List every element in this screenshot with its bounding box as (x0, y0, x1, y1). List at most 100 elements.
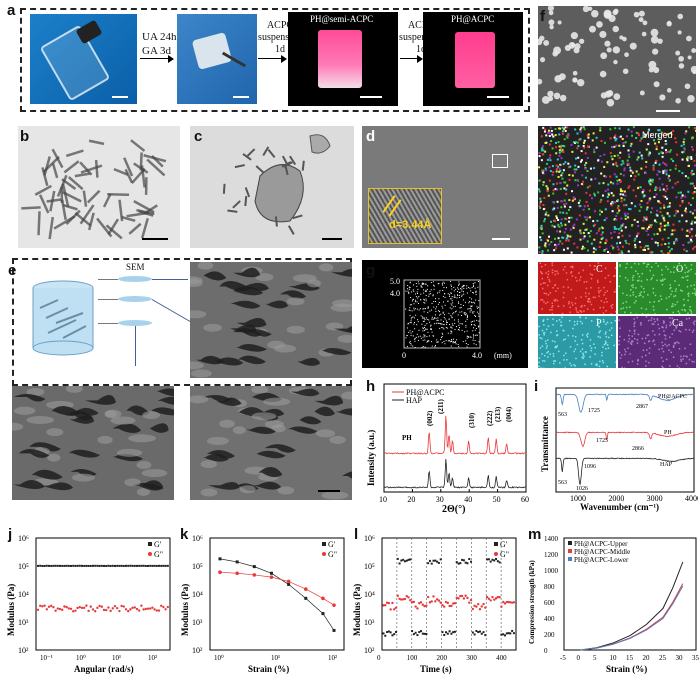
j-gprime-point (133, 564, 136, 567)
j-gprime-point (59, 564, 61, 567)
l-gdouble-point (482, 602, 485, 606)
compression-chart-m: -5 0 5 10 15 20 25 30 35 0 200 400 600 800 1000 1200 140… (528, 535, 700, 674)
j-gprime-point (98, 564, 101, 567)
l-gdouble-point (439, 601, 442, 604)
k-gprime-point (218, 557, 222, 561)
l-gdouble-point (432, 595, 435, 598)
j-gdouble-point (133, 606, 136, 609)
l-gprime-point (405, 559, 408, 562)
j-gprime-point (111, 564, 114, 567)
eds-map-calcium: Ca (618, 316, 696, 368)
l-gdouble-point (475, 605, 478, 608)
l-gprime-point (457, 562, 460, 565)
j-xtick-label: 10² (148, 654, 157, 662)
l-ytick-label: 10³ (364, 618, 375, 627)
j-gprime-point (107, 564, 110, 567)
l-gprime-point (396, 557, 399, 560)
j-gprime-point (83, 564, 86, 567)
slice-middle (118, 296, 152, 302)
l-gprime-point (382, 632, 385, 635)
j-gprime-point (105, 564, 108, 567)
k-ytick-label: 10⁴ (192, 590, 203, 599)
j-legend-1: G' (154, 540, 162, 549)
m-xtick-label: 25 (659, 654, 667, 662)
l-gprime-point (421, 632, 424, 635)
panel-a-frame (20, 8, 530, 112)
j-gprime-point (76, 564, 79, 567)
j-gprime-point (43, 564, 46, 567)
l-gprime-point (398, 562, 401, 565)
j-gdouble-point (138, 609, 141, 612)
k-frame (209, 537, 345, 651)
l-gdouble-point (493, 598, 496, 601)
j-gdouble-point (160, 604, 163, 607)
l-gdouble-point (485, 595, 489, 599)
k-xlabel: Strain (%) (248, 664, 289, 674)
h-series-hap (383, 458, 527, 489)
j-ytick-label: 10³ (18, 618, 29, 627)
l-gdouble-point (510, 601, 514, 604)
j-ytick-label: 10² (18, 646, 29, 655)
j-ytick-label: 10⁴ (18, 590, 29, 599)
panel-b-label: b (20, 128, 30, 145)
j-ylabel: Modulus (Pa) (6, 584, 16, 636)
j-gdouble-point (41, 605, 44, 608)
i-series-hap (555, 457, 695, 486)
l-gdouble-point (441, 603, 444, 607)
j-gprime-point (89, 564, 92, 567)
l-gdouble-point (484, 606, 487, 609)
j-gdouble-point (89, 605, 93, 608)
l-gdouble-point (443, 605, 446, 608)
arrow-2-text: ACPC suspension 1d (258, 20, 302, 55)
j-gdouble-point (146, 607, 150, 610)
m-legend-marker-1 (568, 541, 572, 545)
h-annotation: (211) (437, 399, 445, 414)
j-gdouble-point (107, 606, 110, 609)
l-gprime-point (495, 557, 498, 560)
l-gdouble-point (501, 600, 505, 604)
j-gprime-point (96, 564, 99, 567)
h-xtick-label: 40 (464, 495, 472, 504)
g-y-mid: 4.0 (390, 289, 400, 298)
l-gprime-point (432, 559, 435, 562)
k-ytick-label: 10² (192, 646, 203, 655)
j-ytick-label: 10⁵ (18, 562, 29, 571)
i-xtick-label: 3000 (647, 494, 663, 503)
l-gdouble-point (468, 601, 471, 604)
l-xlabel: Time (s) (420, 664, 452, 674)
k-legend-1: G' (328, 540, 336, 549)
l-gprime-point (411, 630, 414, 633)
j-gdouble-point (109, 609, 112, 613)
j-gprime-point (65, 564, 68, 567)
j-gdouble-point (142, 608, 145, 611)
l-gdouble-point (453, 602, 457, 605)
i-annotation: 563 (558, 412, 567, 418)
l-gprime-point (511, 629, 514, 632)
l-gdouble-point (421, 603, 424, 606)
l-gprime-point (487, 558, 490, 561)
i-annotation: 563 (558, 480, 567, 486)
hydrogel-photo (177, 14, 257, 104)
g-x-zero: 0 (402, 351, 406, 360)
m-xtick-label: 35 (692, 654, 700, 662)
j-gdouble-point (124, 608, 128, 611)
j-gprime-point (114, 564, 116, 567)
j-gdouble-point (135, 607, 139, 611)
h-xtick-label: 20 (407, 495, 415, 504)
l-gprime-point (386, 631, 389, 634)
m-legend-1: PH@ACPC-Upper (574, 540, 628, 548)
l-ylabel: Modulus (Pa) (352, 584, 362, 636)
l-gprime-point (452, 631, 455, 634)
m-xtick-label: -5 (560, 654, 566, 662)
j-gdouble-point (56, 607, 59, 610)
l-gprime-point (500, 633, 503, 636)
l-gprime-point (430, 562, 433, 565)
j-gprime-point (61, 564, 64, 567)
j-gprime-point (67, 564, 70, 567)
l-ytick-label: 10⁶ (364, 534, 375, 543)
l-gprime-point (394, 630, 397, 633)
sem-particles-image (538, 6, 696, 118)
l-gprime-point (478, 630, 481, 633)
i-annotation: 1725 (588, 408, 600, 414)
l-gprime-point (445, 631, 448, 634)
